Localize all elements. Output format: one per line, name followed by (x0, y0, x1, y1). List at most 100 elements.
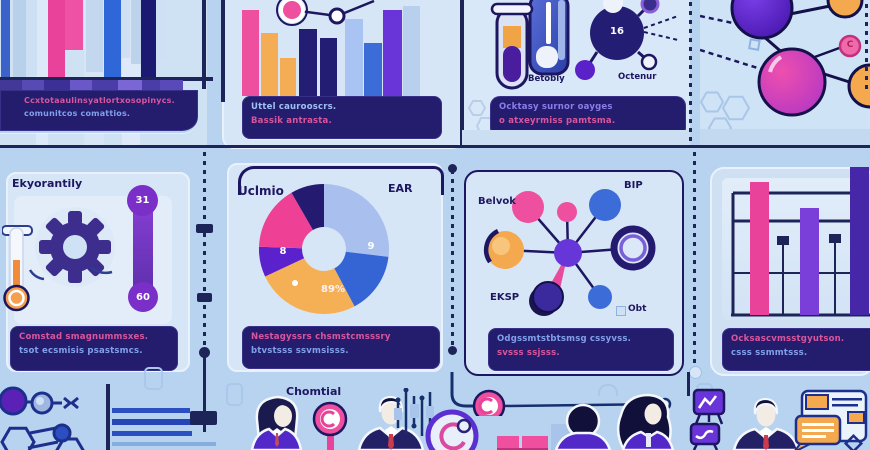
pink-block (497, 436, 519, 449)
node-navy (532, 281, 564, 313)
caption-line: svsss ssjsss. (497, 347, 560, 358)
bar (112, 431, 192, 436)
node-blue-bottom (588, 285, 612, 309)
network-label-tr: BIP (624, 180, 643, 191)
row-divider (0, 145, 870, 148)
legend-square (616, 306, 626, 316)
bar-chart-framed (733, 167, 869, 315)
bar (242, 10, 259, 96)
panel-border-arc (238, 166, 444, 195)
slider-value-top[interactable]: 31 (127, 185, 158, 216)
caption-line: Ocktasy surnor oayges (499, 102, 613, 112)
dashed-connector (700, 48, 765, 72)
molecule-node-small (640, 0, 660, 14)
hbar-axis (106, 384, 110, 450)
network-diagram (483, 189, 656, 316)
divider-dot (448, 346, 457, 355)
panel-divider-left (221, 0, 225, 102)
divider-dot (448, 164, 457, 173)
square-decor (226, 383, 243, 406)
dotted-divider-vertical (451, 170, 454, 356)
bar (850, 167, 869, 315)
bar (800, 208, 819, 315)
inner-chart-area (722, 178, 864, 320)
bar (121, 0, 130, 58)
dotted-divider-vertical (693, 152, 696, 366)
gear-icon (35, 207, 115, 287)
bar (112, 419, 196, 425)
pie-label-right: EAR (388, 182, 413, 195)
sphere-orange (847, 63, 870, 109)
caption-top-mid: Uttel caurooscrs. Bassik antrasta. (242, 96, 442, 139)
caption-line: o atxeyrmiss pamtsma. (499, 115, 616, 126)
caption-mid-network: Odgssmtstbtsmsg cssyvss. svsss ssjsss. (488, 328, 674, 371)
molecule-node-small (640, 53, 658, 71)
axis-line-vertical (202, 0, 206, 89)
easel-boards-icon (689, 388, 726, 450)
slice-purple (258, 246, 305, 277)
network-label-tl: Belvok (478, 196, 516, 207)
caption-line: Nestagyssrs chsmstcmsssry (251, 332, 391, 342)
bottom-label: Chomtial (286, 385, 342, 398)
timeline-solid (203, 356, 206, 432)
bar (383, 10, 402, 96)
caption-line: Ocksascvmsstgyutson. (731, 334, 845, 344)
slice-value-orange: 89% (321, 284, 345, 295)
bar-chart-horizontal (112, 406, 222, 450)
network-label-bl: EKSP (490, 292, 520, 303)
caption-mid-pie: Nestagyssrs chsmstcmsssry btvstsss ssvms… (242, 326, 440, 369)
slider-track[interactable] (133, 194, 153, 300)
dashed-connector (643, 15, 679, 29)
bar (280, 58, 296, 96)
chat-mockup-icon (794, 389, 868, 450)
dotted-divider-vertical (865, 4, 868, 92)
trend-line-overlay (276, 0, 375, 26)
slice-value-blue: 9 (367, 241, 375, 252)
timeline-end-dot (199, 347, 210, 358)
node-center (554, 239, 582, 267)
person-man-2 (732, 397, 800, 450)
caption-line: tsot ecsmisis psastsmcs. (19, 345, 143, 356)
molecule-label: Octenur (618, 72, 657, 82)
caption-line: btvstsss ssvmsisss. (251, 345, 349, 356)
bar (299, 29, 317, 96)
dotted-divider-vertical (689, 2, 692, 145)
caption-line: comunitcos comattios. (24, 108, 131, 118)
pie-label-left: Uclmio (238, 184, 284, 198)
caption-line: Bassik antrasta. (251, 115, 332, 126)
person-woman-2 (616, 393, 675, 450)
slider-value-bottom[interactable]: 60 (128, 282, 158, 312)
panel-divider-left (460, 0, 464, 145)
axis-knob (829, 234, 841, 243)
bar (26, 0, 37, 75)
slice-dot (292, 280, 298, 286)
timeline-node (197, 293, 212, 302)
thermometer-icon (2, 225, 33, 312)
curve-marks (28, 266, 113, 281)
axis-knob (777, 236, 789, 245)
molecule-node-value: 16 (610, 26, 624, 37)
bar (112, 442, 216, 446)
slider-handle[interactable] (190, 411, 217, 425)
node-pink-small (557, 202, 577, 222)
arc-decor (598, 384, 618, 396)
short-line (687, 372, 690, 396)
caption-top-left: Ccxtotaaulinsyatlortxosopinycs. comunitc… (0, 90, 198, 133)
magnifier-paddle-icon (312, 401, 348, 450)
bar-chart-grouped (242, 6, 427, 96)
bar (104, 0, 121, 79)
bar (750, 182, 769, 315)
pink-block (522, 436, 548, 449)
sphere-purple (730, 0, 794, 40)
swirl-badge-icon (425, 409, 479, 450)
person-back-view (554, 403, 612, 450)
sphere-magenta (757, 47, 827, 117)
network-label-br: Obt (628, 304, 647, 314)
bar (1, 0, 10, 80)
caption-line: Odgssmtstbtsmsg cssyvss. (497, 334, 632, 344)
bar (320, 38, 337, 96)
timeline-dotted (203, 152, 206, 352)
sphere-orange (826, 0, 864, 19)
slice-pink (259, 192, 313, 249)
bar (345, 19, 363, 96)
